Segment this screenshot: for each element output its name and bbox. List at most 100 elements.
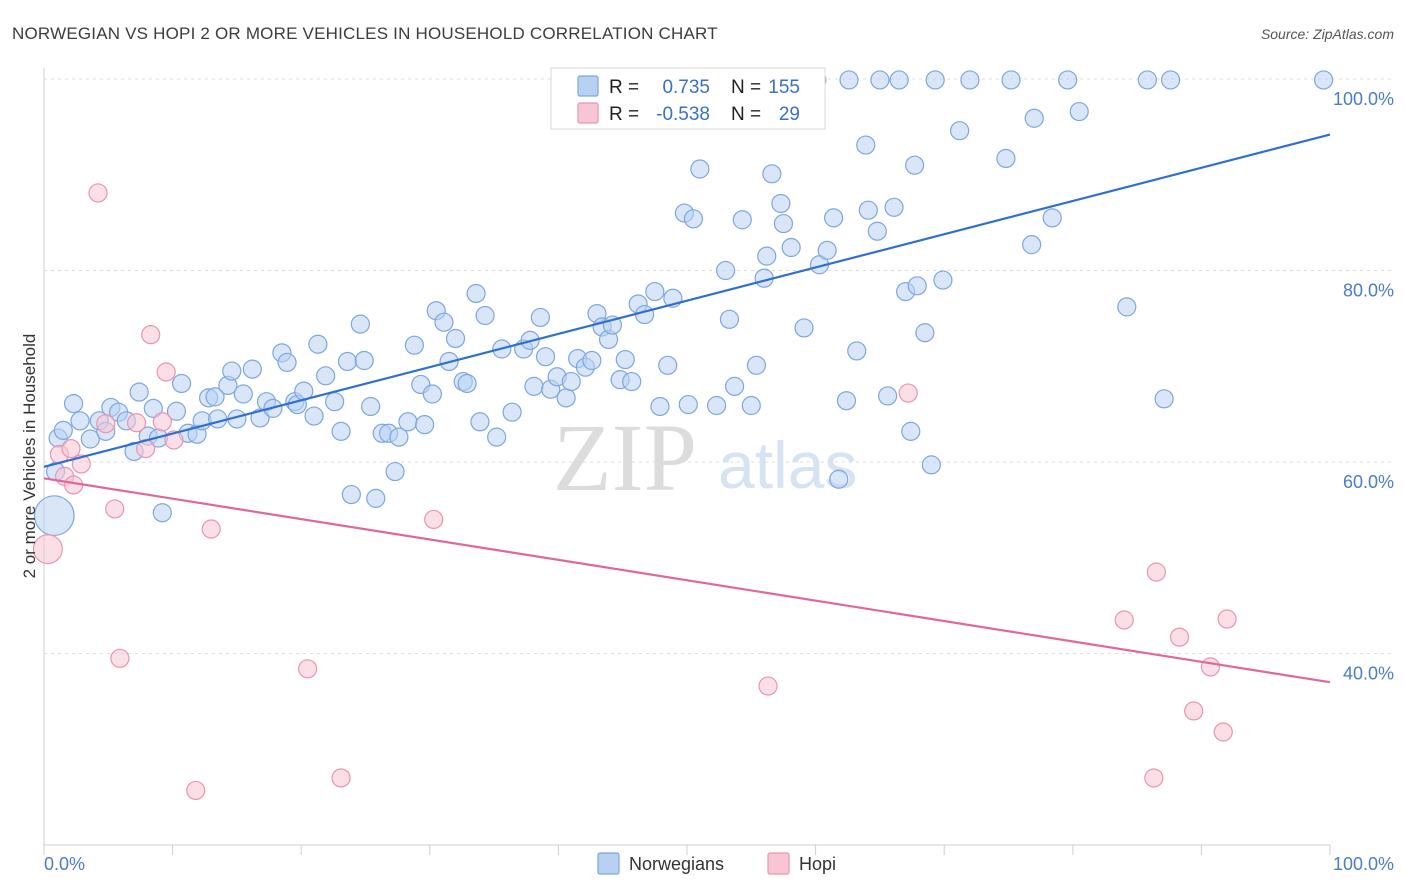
- scatter-point-norwegians: [950, 121, 970, 141]
- scatter-point-norwegians: [466, 283, 486, 304]
- scatter-point-norwegians: [556, 388, 576, 408]
- scatter-point-hopi: [1184, 701, 1204, 721]
- scatter-point-norwegians: [222, 361, 242, 381]
- scatter-point-norwegians: [415, 415, 435, 435]
- scatter-point-hopi: [61, 438, 81, 459]
- scatter-point-norwegians: [1117, 297, 1137, 317]
- bottom-legend: Norwegians Hopi: [597, 852, 836, 875]
- scatter-point-norwegians: [715, 260, 736, 281]
- scatter-point-norwegians: [152, 503, 172, 523]
- scatter-point-norwegians: [901, 421, 921, 441]
- scatter-point-norwegians: [502, 402, 522, 422]
- scatter-point-norwegians: [385, 461, 405, 482]
- scatter-point-norwegians: [781, 237, 801, 258]
- scatter-point-norwegians: [836, 391, 857, 411]
- scatter-point-norwegians: [422, 384, 442, 404]
- scatter-point-norwegians: [366, 488, 386, 508]
- trend-line-hopi: [43, 477, 1331, 684]
- scatter-point-norwegians: [1137, 70, 1157, 90]
- scatter-point-norwegians: [741, 395, 761, 416]
- legend-label-hopi: Hopi: [799, 854, 836, 874]
- scatter-point-hopi: [1146, 562, 1166, 582]
- scatter-point-norwegians: [858, 200, 878, 220]
- scatter-point-hopi: [298, 659, 318, 679]
- scatter-point-norwegians: [771, 193, 791, 214]
- trend-line-norwegians: [43, 133, 1331, 468]
- scatter-point-hopi: [156, 362, 176, 382]
- scatter-point-norwegians: [1001, 70, 1021, 90]
- scatter-point-norwegians: [921, 455, 941, 475]
- scatter-point-norwegians: [341, 484, 361, 505]
- scatter-point-norwegians: [316, 366, 336, 386]
- scatter-point-norwegians: [719, 309, 740, 329]
- scatter-point-norwegians: [867, 221, 887, 241]
- scatter-point-norwegians: [208, 409, 228, 429]
- x-tick-label-max: 100.0%: [1333, 854, 1394, 874]
- x-ticks: [43, 845, 1331, 855]
- scatter-point-norwegians: [839, 70, 859, 90]
- scatter-point-norwegians: [361, 396, 381, 417]
- scatter-point-norwegians: [535, 347, 556, 367]
- scatter-point-hopi: [424, 509, 444, 530]
- scatter-point-norwegians: [337, 351, 358, 372]
- stats-legend-r-value-hopi: -0.538: [656, 104, 710, 125]
- scatter-point-norwegians: [524, 376, 544, 396]
- scatter-point-norwegians: [582, 350, 602, 371]
- scatter-point-norwegians: [143, 398, 163, 418]
- scatter-point-norwegians: [53, 420, 73, 441]
- scatter-point-norwegians: [166, 401, 187, 421]
- scatter-point-norwegians: [389, 427, 409, 447]
- stats-legend-r-label-norwegians: R =: [609, 77, 639, 98]
- y-tick-label: 60.0%: [1343, 472, 1394, 492]
- scatter-point-norwegians: [690, 159, 710, 179]
- scatter-point-norwegians: [1160, 70, 1181, 90]
- scatter-point-norwegians: [277, 352, 297, 373]
- scatter-point-norwegians: [233, 384, 253, 404]
- watermark-atlas: atlas: [718, 428, 857, 502]
- scatter-point-norwegians: [996, 148, 1016, 169]
- scatter-point-norwegians: [561, 371, 581, 392]
- scatter-point-norwegians: [172, 373, 192, 394]
- scatter-point-norwegians: [129, 382, 149, 402]
- scatter-point-hopi: [201, 519, 221, 539]
- scatter-point-norwegians: [650, 396, 670, 417]
- scatter-point-hopi: [152, 412, 172, 432]
- scatter-point-norwegians: [70, 411, 90, 431]
- scatter-point-norwegians: [63, 393, 84, 414]
- scatter-point-norwegians: [889, 70, 909, 90]
- scatter-point-norwegians: [1024, 108, 1044, 128]
- scatter-point-norwegians: [1069, 101, 1089, 122]
- scatter-point-norwegians: [907, 276, 927, 296]
- scatter-point-norwegians: [824, 208, 844, 228]
- scatter-point-hopi: [126, 413, 147, 433]
- scatter-point-norwegians: [1058, 70, 1078, 90]
- scatter-point-hopi: [1200, 657, 1221, 677]
- scatter-point-hopi: [88, 183, 108, 203]
- x-tick-label-min: 0.0%: [44, 854, 85, 874]
- scatter-point-norwegians: [678, 394, 698, 415]
- scatter-point-norwegians: [773, 213, 794, 234]
- scatter-point-norwegians: [746, 355, 767, 375]
- scatter-point-norwegians: [645, 281, 665, 302]
- scatter-point-hopi: [758, 676, 778, 696]
- scatter-point-norwegians: [1022, 235, 1042, 255]
- stats-legend-n-value-norwegians: 155: [768, 77, 800, 98]
- stats-legend-r-label-hopi: R =: [609, 104, 639, 125]
- scatter-point-hopi: [141, 325, 161, 345]
- y-tick-labels: 100.0% 80.0% 60.0% 40.0%: [1333, 89, 1394, 684]
- legend-label-norwegians: Norwegians: [629, 854, 724, 874]
- scatter-point-norwegians: [905, 155, 925, 175]
- scatter-point-norwegians: [325, 392, 345, 412]
- scatter-point-norwegians: [530, 307, 550, 328]
- scatter-point-norwegians: [634, 304, 655, 325]
- y-tick-label: 80.0%: [1343, 281, 1394, 301]
- scatter-point-norwegians: [762, 164, 782, 184]
- legend-swatch-norwegians: [597, 852, 620, 875]
- scatter-point-norwegians: [1042, 208, 1062, 228]
- y-tick-label: 40.0%: [1343, 664, 1394, 684]
- scatter-point-norwegians: [724, 376, 745, 396]
- scatter-point-norwegians: [615, 349, 635, 370]
- scatter-point-norwegians: [331, 421, 351, 441]
- scatter-point-norwegians: [1313, 70, 1334, 90]
- scatter-point-norwegians: [933, 270, 953, 290]
